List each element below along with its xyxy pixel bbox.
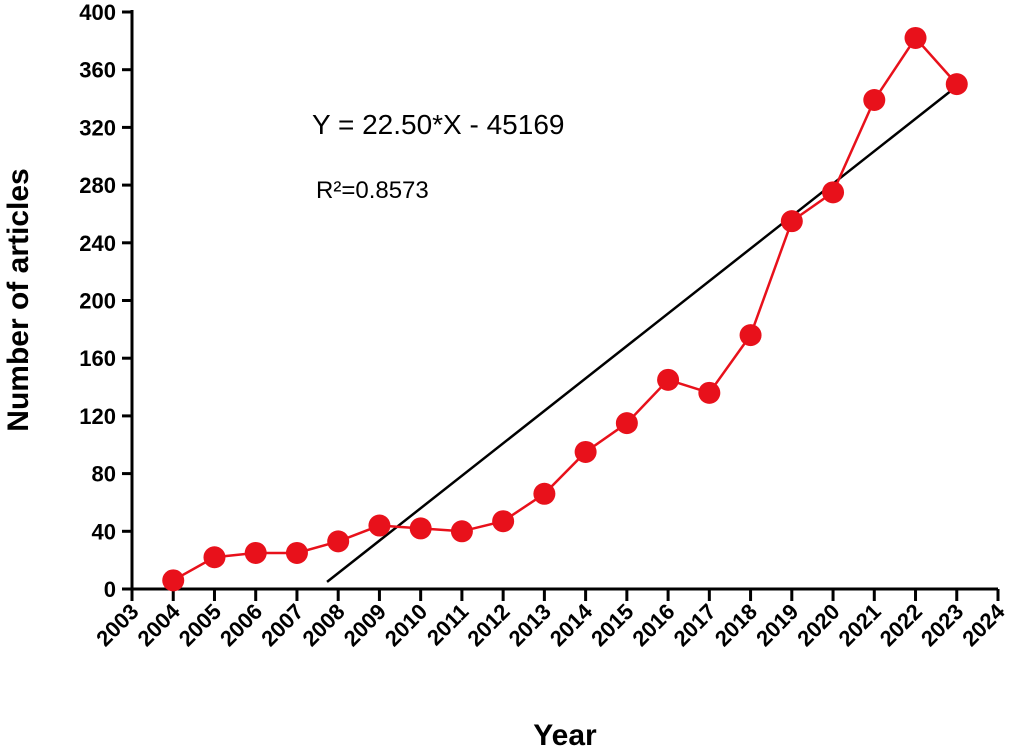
data-point xyxy=(203,546,226,569)
x-tick-label: 2022 xyxy=(875,599,927,651)
x-tick-label: 2018 xyxy=(710,599,762,651)
data-point xyxy=(822,181,845,204)
y-tick-label: 360 xyxy=(79,58,116,83)
r-squared-annotation: R²=0.8573 xyxy=(316,177,429,204)
trendline-group xyxy=(326,85,958,583)
data-point xyxy=(739,324,762,347)
axes: 0408012016020024028032036040020032004200… xyxy=(79,0,1010,651)
y-tick-label: 320 xyxy=(79,115,116,140)
data-point xyxy=(409,517,432,540)
x-tick-label: 2016 xyxy=(627,599,679,651)
y-axis-title: Number of articles xyxy=(2,168,35,431)
x-tick-label: 2015 xyxy=(586,599,638,651)
data-point xyxy=(574,440,597,463)
y-tick-label: 240 xyxy=(79,231,116,256)
data-point xyxy=(904,26,927,49)
x-tick-label: 2011 xyxy=(422,599,473,650)
x-tick-label: 2009 xyxy=(339,599,391,651)
data-point xyxy=(244,541,267,564)
y-tick-label: 280 xyxy=(79,173,116,198)
x-tick-label: 2010 xyxy=(380,599,432,651)
y-tick-label: 80 xyxy=(92,462,116,487)
x-tick-label: 2007 xyxy=(256,599,308,651)
series-line xyxy=(172,35,958,582)
x-tick-label: 2024 xyxy=(957,598,1010,651)
y-tick-label: 400 xyxy=(79,0,116,25)
data-point xyxy=(533,482,556,505)
data-point xyxy=(162,569,185,592)
x-tick-label: 2014 xyxy=(545,598,598,651)
data-point xyxy=(945,73,968,96)
y-tick-label: 160 xyxy=(79,346,116,371)
data-point xyxy=(327,530,350,553)
data-point xyxy=(780,210,803,233)
x-tick-label: 2023 xyxy=(916,599,968,651)
x-tick-label: 2004 xyxy=(132,598,185,651)
data-point xyxy=(698,381,721,404)
x-tick-label: 2021 xyxy=(834,599,886,651)
data-point xyxy=(285,541,308,564)
x-tick-label: 2019 xyxy=(751,599,803,651)
x-axis-title: Year xyxy=(533,719,597,751)
y-tick-label: 120 xyxy=(79,404,116,429)
x-tick-label: 2017 xyxy=(669,599,721,651)
data-point xyxy=(368,514,391,537)
trendline xyxy=(326,85,958,583)
data-point xyxy=(450,520,473,543)
y-tick-label: 40 xyxy=(92,519,116,544)
equation-annotation: Y = 22.50*X - 45169 xyxy=(312,109,564,140)
x-tick-label: 2012 xyxy=(462,599,514,651)
x-tick-label: 2003 xyxy=(91,599,143,651)
x-tick-label: 2020 xyxy=(792,599,844,651)
y-tick-label: 200 xyxy=(79,289,116,314)
y-tick-label: 0 xyxy=(104,577,116,602)
x-tick-label: 2005 xyxy=(174,599,226,651)
x-tick-label: 2008 xyxy=(297,599,349,651)
x-tick-label: 2013 xyxy=(504,599,556,651)
data-point xyxy=(657,368,680,391)
data-point xyxy=(615,412,638,435)
x-tick-label: 2006 xyxy=(215,599,267,651)
series-group xyxy=(162,26,968,592)
data-point xyxy=(863,88,886,111)
data-point xyxy=(492,510,515,533)
